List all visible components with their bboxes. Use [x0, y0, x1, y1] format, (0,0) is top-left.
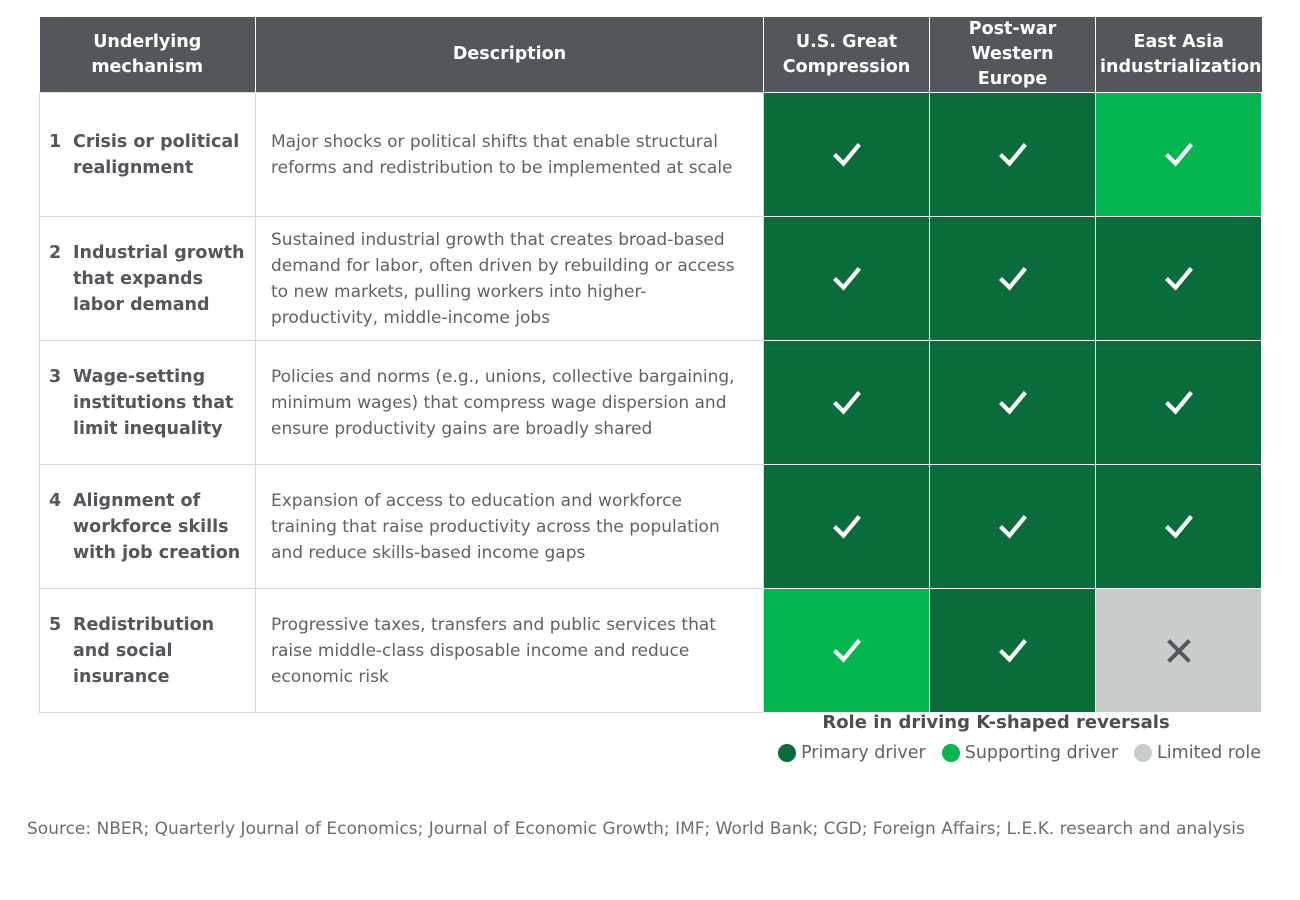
role-cell-primary [1095, 340, 1262, 465]
mechanism-cell: 1 Crisis or political realignment [39, 92, 256, 217]
mechanism-cell: 5 Redistribution and social insurance [39, 588, 256, 713]
role-cell-supporting [1095, 92, 1262, 217]
source-note: Source: NBER; Quarterly Journal of Econo… [27, 819, 1245, 839]
check-icon [998, 266, 1027, 291]
role-cell-primary [1095, 216, 1262, 341]
description-cell: Sustained industrial growth that creates… [255, 216, 764, 341]
role-cell-primary [929, 340, 1096, 465]
table-row: 1 Crisis or political realignment Major sh… [39, 92, 1262, 217]
legend-label: Primary driver [801, 743, 926, 763]
check-icon [998, 142, 1027, 167]
table-row: 3 Wage-setting institutions that limit in… [39, 340, 1262, 465]
legend-label: Limited role [1157, 743, 1261, 763]
header-east-asia-industrialization: East Asia industrialization [1095, 17, 1262, 93]
legend-swatch-icon [778, 744, 797, 762]
check-icon [832, 266, 861, 291]
table-body: 1 Crisis or political realignment Major sh… [39, 92, 1262, 713]
description-cell: Expansion of access to education and wor… [255, 464, 764, 589]
mechanism-table: Underlying mechanism Description U.S. Gr… [39, 17, 1262, 713]
check-icon [1164, 514, 1193, 539]
mechanism-label: Crisis or political realignment [73, 131, 240, 178]
legend-item-primary: Primary driver [778, 743, 926, 763]
legend: Primary driver Supporting driver Limited r… [778, 743, 1261, 763]
table-row: 4 Alignment of workforce skills with job … [39, 464, 1262, 589]
role-cell-primary [929, 464, 1096, 589]
role-cell-primary [1095, 464, 1262, 589]
check-icon [998, 390, 1027, 415]
row-number: 2 [49, 242, 62, 263]
legend-item-supporting: Supporting driver [941, 743, 1119, 763]
role-cell-primary [929, 588, 1096, 713]
cross-icon [1166, 638, 1191, 663]
description-cell: Policies and norms (e.g., unions, collec… [255, 340, 764, 465]
check-icon [832, 390, 861, 415]
role-cell-limited [1095, 588, 1262, 713]
mechanism-label: Industrial growth that expands labor dem… [73, 242, 245, 315]
role-cell-supporting [763, 588, 930, 713]
header-post-war-western-europe: Post-war Western Europe [929, 17, 1096, 93]
check-icon [1164, 390, 1193, 415]
check-icon [998, 514, 1027, 539]
table-row: 5 Redistribution and social insurance Prog… [39, 588, 1262, 713]
mechanism-label: Alignment of workforce skills with job c… [73, 490, 241, 563]
check-icon [998, 638, 1027, 663]
legend-swatch-icon [941, 744, 960, 762]
check-icon [832, 142, 861, 167]
mechanism-label: Redistribution and social insurance [73, 614, 215, 687]
legend-item-limited: Limited role [1134, 743, 1261, 763]
mechanism-cell: 3 Wage-setting institutions that limit in… [39, 340, 256, 465]
mechanism-cell: 2 Industrial growth that expands labor de… [39, 216, 256, 341]
header-us-great-compression: U.S. Great Compression [763, 17, 930, 93]
legend-swatch-icon [1134, 744, 1153, 762]
role-cell-primary [929, 216, 1096, 341]
legend-title: Role in driving K-shaped reversals [822, 712, 1170, 733]
role-cell-primary [763, 340, 930, 465]
check-icon [832, 638, 861, 663]
mechanism-cell: 4 Alignment of workforce skills with job … [39, 464, 256, 589]
mechanism-label: Wage-setting institutions that limit ine… [73, 366, 234, 439]
check-icon [1164, 142, 1193, 167]
row-number: 1 [49, 131, 62, 152]
description-cell: Progressive taxes, transfers and public … [255, 588, 764, 713]
description-cell: Major shocks or political shifts that en… [255, 92, 764, 217]
header-row: Underlying mechanism Description U.S. Gr… [39, 17, 1262, 93]
role-cell-primary [763, 216, 930, 341]
role-cell-primary [763, 92, 930, 217]
legend-label: Supporting driver [964, 743, 1119, 763]
row-number: 5 [49, 614, 62, 635]
header-description: Description [255, 17, 764, 93]
table-row: 2 Industrial growth that expands labor de… [39, 216, 1262, 341]
role-cell-primary [763, 464, 930, 589]
check-icon [832, 514, 861, 539]
row-number: 4 [49, 490, 62, 511]
role-cell-primary [929, 92, 1096, 217]
header-mechanism: Underlying mechanism [39, 17, 256, 93]
row-number: 3 [49, 366, 62, 387]
check-icon [1164, 266, 1193, 291]
